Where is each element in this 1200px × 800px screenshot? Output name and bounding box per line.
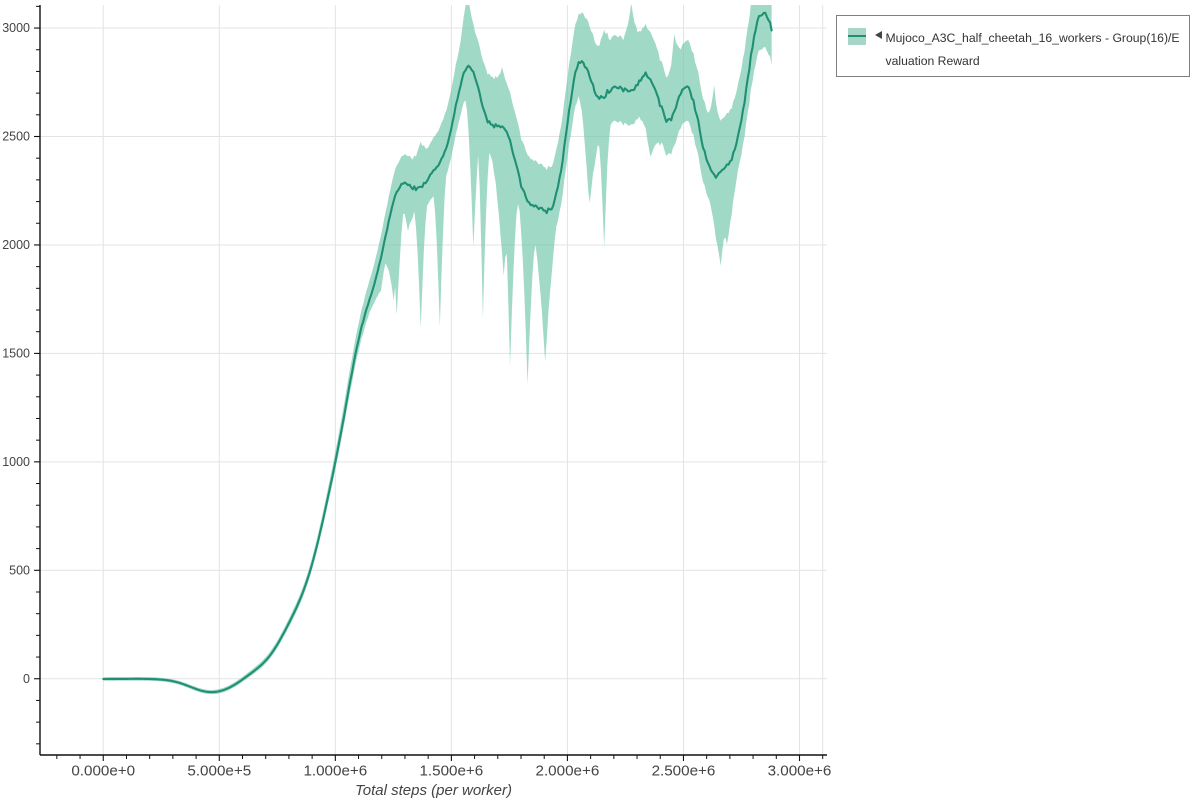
svg-text:2.000e+6: 2.000e+6 xyxy=(536,763,600,780)
svg-text:1.000e+6: 1.000e+6 xyxy=(303,763,367,780)
svg-text:Total steps (per worker): Total steps (per worker) xyxy=(355,782,512,799)
svg-text:1000: 1000 xyxy=(2,455,30,469)
svg-text:1500: 1500 xyxy=(2,346,30,360)
svg-text:3000: 3000 xyxy=(2,21,30,35)
svg-text:2500: 2500 xyxy=(2,130,30,144)
svg-text:2.500e+6: 2.500e+6 xyxy=(652,763,716,780)
svg-text:0: 0 xyxy=(23,672,30,686)
svg-text:1.500e+6: 1.500e+6 xyxy=(419,763,483,780)
svg-text:2000: 2000 xyxy=(2,238,30,252)
svg-text:3.000e+6: 3.000e+6 xyxy=(768,763,832,780)
svg-text:0.000e+0: 0.000e+0 xyxy=(71,763,135,780)
svg-text:5.000e+5: 5.000e+5 xyxy=(187,763,251,780)
svg-text:500: 500 xyxy=(9,563,30,577)
